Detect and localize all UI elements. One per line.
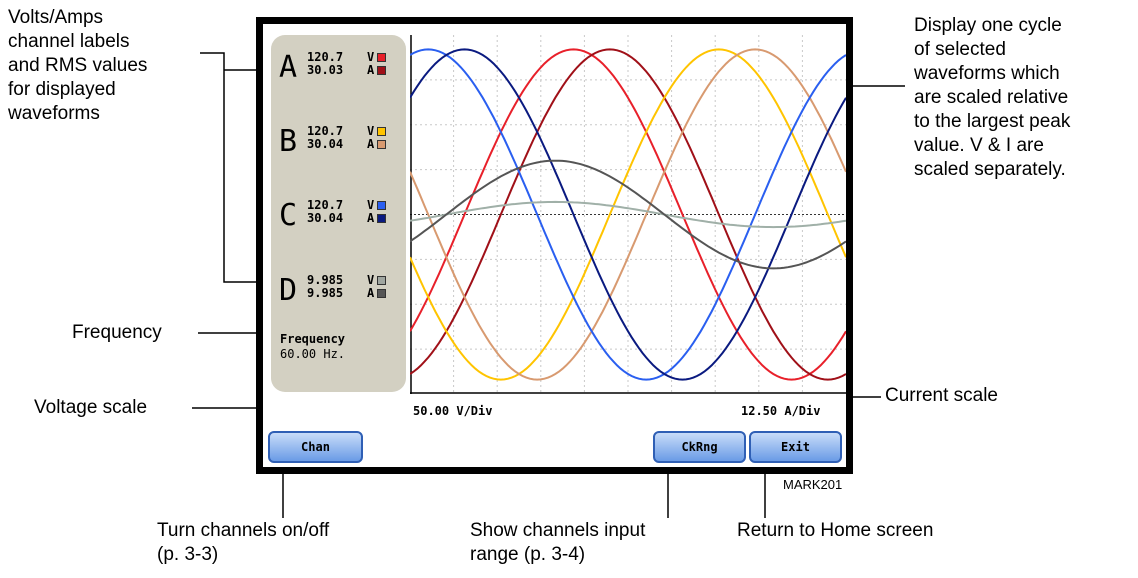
current-rms: 30.04 bbox=[307, 137, 344, 151]
channel-d-readout: D 9.985 9.985 V A bbox=[271, 268, 406, 318]
voltage-rms: 9.985 bbox=[307, 273, 344, 287]
current-color-swatch bbox=[377, 289, 386, 298]
exit-annotation: Return to Home screen bbox=[737, 520, 934, 541]
device-display: A 120.7 30.03 V A B 120.7 30.04 bbox=[256, 17, 853, 474]
channel-b-readout: B 120.7 30.04 V A bbox=[271, 119, 406, 169]
voltage-color-swatch bbox=[377, 53, 386, 62]
voltage-color-swatch bbox=[377, 127, 386, 136]
waveform-a-v bbox=[410, 48, 846, 381]
waveform-b-i bbox=[410, 48, 846, 381]
channel-values: 120.7 30.04 bbox=[307, 125, 343, 151]
current-unit: A bbox=[367, 63, 375, 77]
current-unit: A bbox=[367, 137, 375, 151]
channel-units: V A bbox=[367, 51, 374, 77]
current-rms: 30.04 bbox=[307, 211, 344, 225]
channel-a-readout: A 120.7 30.03 V A bbox=[271, 45, 406, 95]
display-cycle-annotation: Display one cycle of selected waveforms … bbox=[914, 15, 1071, 180]
channel-readout-panel: A 120.7 30.03 V A B 120.7 30.04 bbox=[271, 35, 406, 392]
waveform-a-i bbox=[410, 48, 846, 381]
voltage-rms: 120.7 bbox=[307, 50, 344, 64]
waveform-plot bbox=[410, 35, 846, 394]
voltage-unit: V bbox=[367, 273, 375, 287]
ckrng-annotation: Show channels input range (p. 3-4) bbox=[470, 520, 646, 565]
channel-values: 120.7 30.04 bbox=[307, 199, 343, 225]
current-color-swatch bbox=[377, 214, 386, 223]
voltage-color-swatch bbox=[377, 276, 386, 285]
channel-c-readout: C 120.7 30.04 V A bbox=[271, 193, 406, 243]
waveform-b-v bbox=[410, 48, 846, 381]
current-scale-value: 12.50 A/Div bbox=[741, 404, 821, 418]
current-color-swatch bbox=[377, 140, 386, 149]
channel-values: 120.7 30.03 bbox=[307, 51, 343, 77]
current-color-swatch bbox=[377, 66, 386, 75]
voltage-unit: V bbox=[367, 198, 375, 212]
voltage-scale-value: 50.00 V/Div bbox=[413, 404, 493, 418]
channel-values: 9.985 9.985 bbox=[307, 274, 343, 300]
waveform-d-i bbox=[410, 159, 846, 270]
channel-letter: A bbox=[279, 50, 298, 85]
figure-id: MARK201 bbox=[783, 477, 843, 492]
voltage-rms: 120.7 bbox=[307, 198, 344, 212]
voltage-unit: V bbox=[367, 124, 375, 138]
voltage-rms: 120.7 bbox=[307, 124, 344, 138]
channel-units: V A bbox=[367, 125, 374, 151]
device-screen: A 120.7 30.03 V A B 120.7 30.04 bbox=[263, 24, 846, 467]
channel-units: V A bbox=[367, 274, 374, 300]
volts-amps-annotation: Volts/Amps channel labels and RMS values… bbox=[8, 7, 148, 124]
current-unit: A bbox=[367, 211, 375, 225]
current-rms: 9.985 bbox=[307, 286, 344, 300]
frequency-value: 60.00 Hz. bbox=[280, 347, 346, 361]
waveform-d-v bbox=[410, 200, 846, 229]
current-rms: 30.03 bbox=[307, 63, 344, 77]
waveform-c-v bbox=[410, 48, 846, 381]
channel-letter: C bbox=[279, 198, 298, 233]
voltage-scale-annotation: Voltage scale bbox=[34, 397, 148, 418]
channel-letter: B bbox=[279, 124, 298, 159]
channel-letter: D bbox=[279, 273, 298, 308]
frequency-label: Frequency bbox=[280, 332, 346, 346]
chan-annotation: Turn channels on/off (p. 3-3) bbox=[157, 520, 330, 565]
ckrng-button[interactable]: CkRng bbox=[653, 431, 746, 463]
frequency-annotation: Frequency bbox=[72, 322, 162, 343]
exit-button[interactable]: Exit bbox=[749, 431, 842, 463]
chan-button[interactable]: Chan bbox=[268, 431, 363, 463]
waveform-c-i bbox=[410, 48, 846, 381]
voltage-unit: V bbox=[367, 50, 375, 64]
current-unit: A bbox=[367, 286, 375, 300]
channel-units: V A bbox=[367, 199, 374, 225]
voltage-color-swatch bbox=[377, 201, 386, 210]
current-scale-annotation: Current scale bbox=[885, 385, 998, 406]
